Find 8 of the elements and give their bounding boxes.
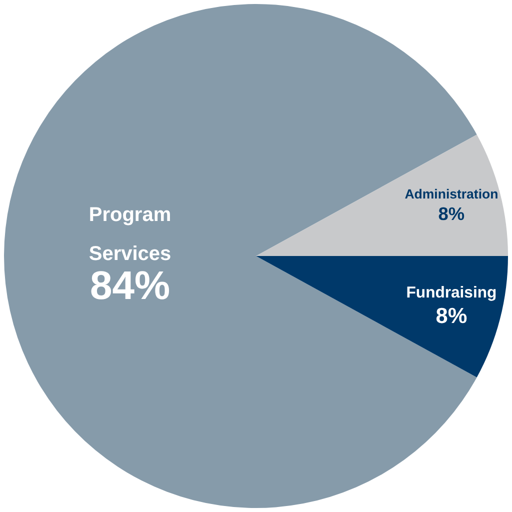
data-label: 8% [436,302,468,328]
data-label: 84% [90,264,170,308]
pie-slice [256,134,508,256]
slice-label: Fundraising [406,284,497,302]
data-label: 8% [438,204,465,224]
slice-label: Program Services [88,204,172,265]
pie-slice [256,256,508,378]
slice-label: Administration [404,186,498,202]
